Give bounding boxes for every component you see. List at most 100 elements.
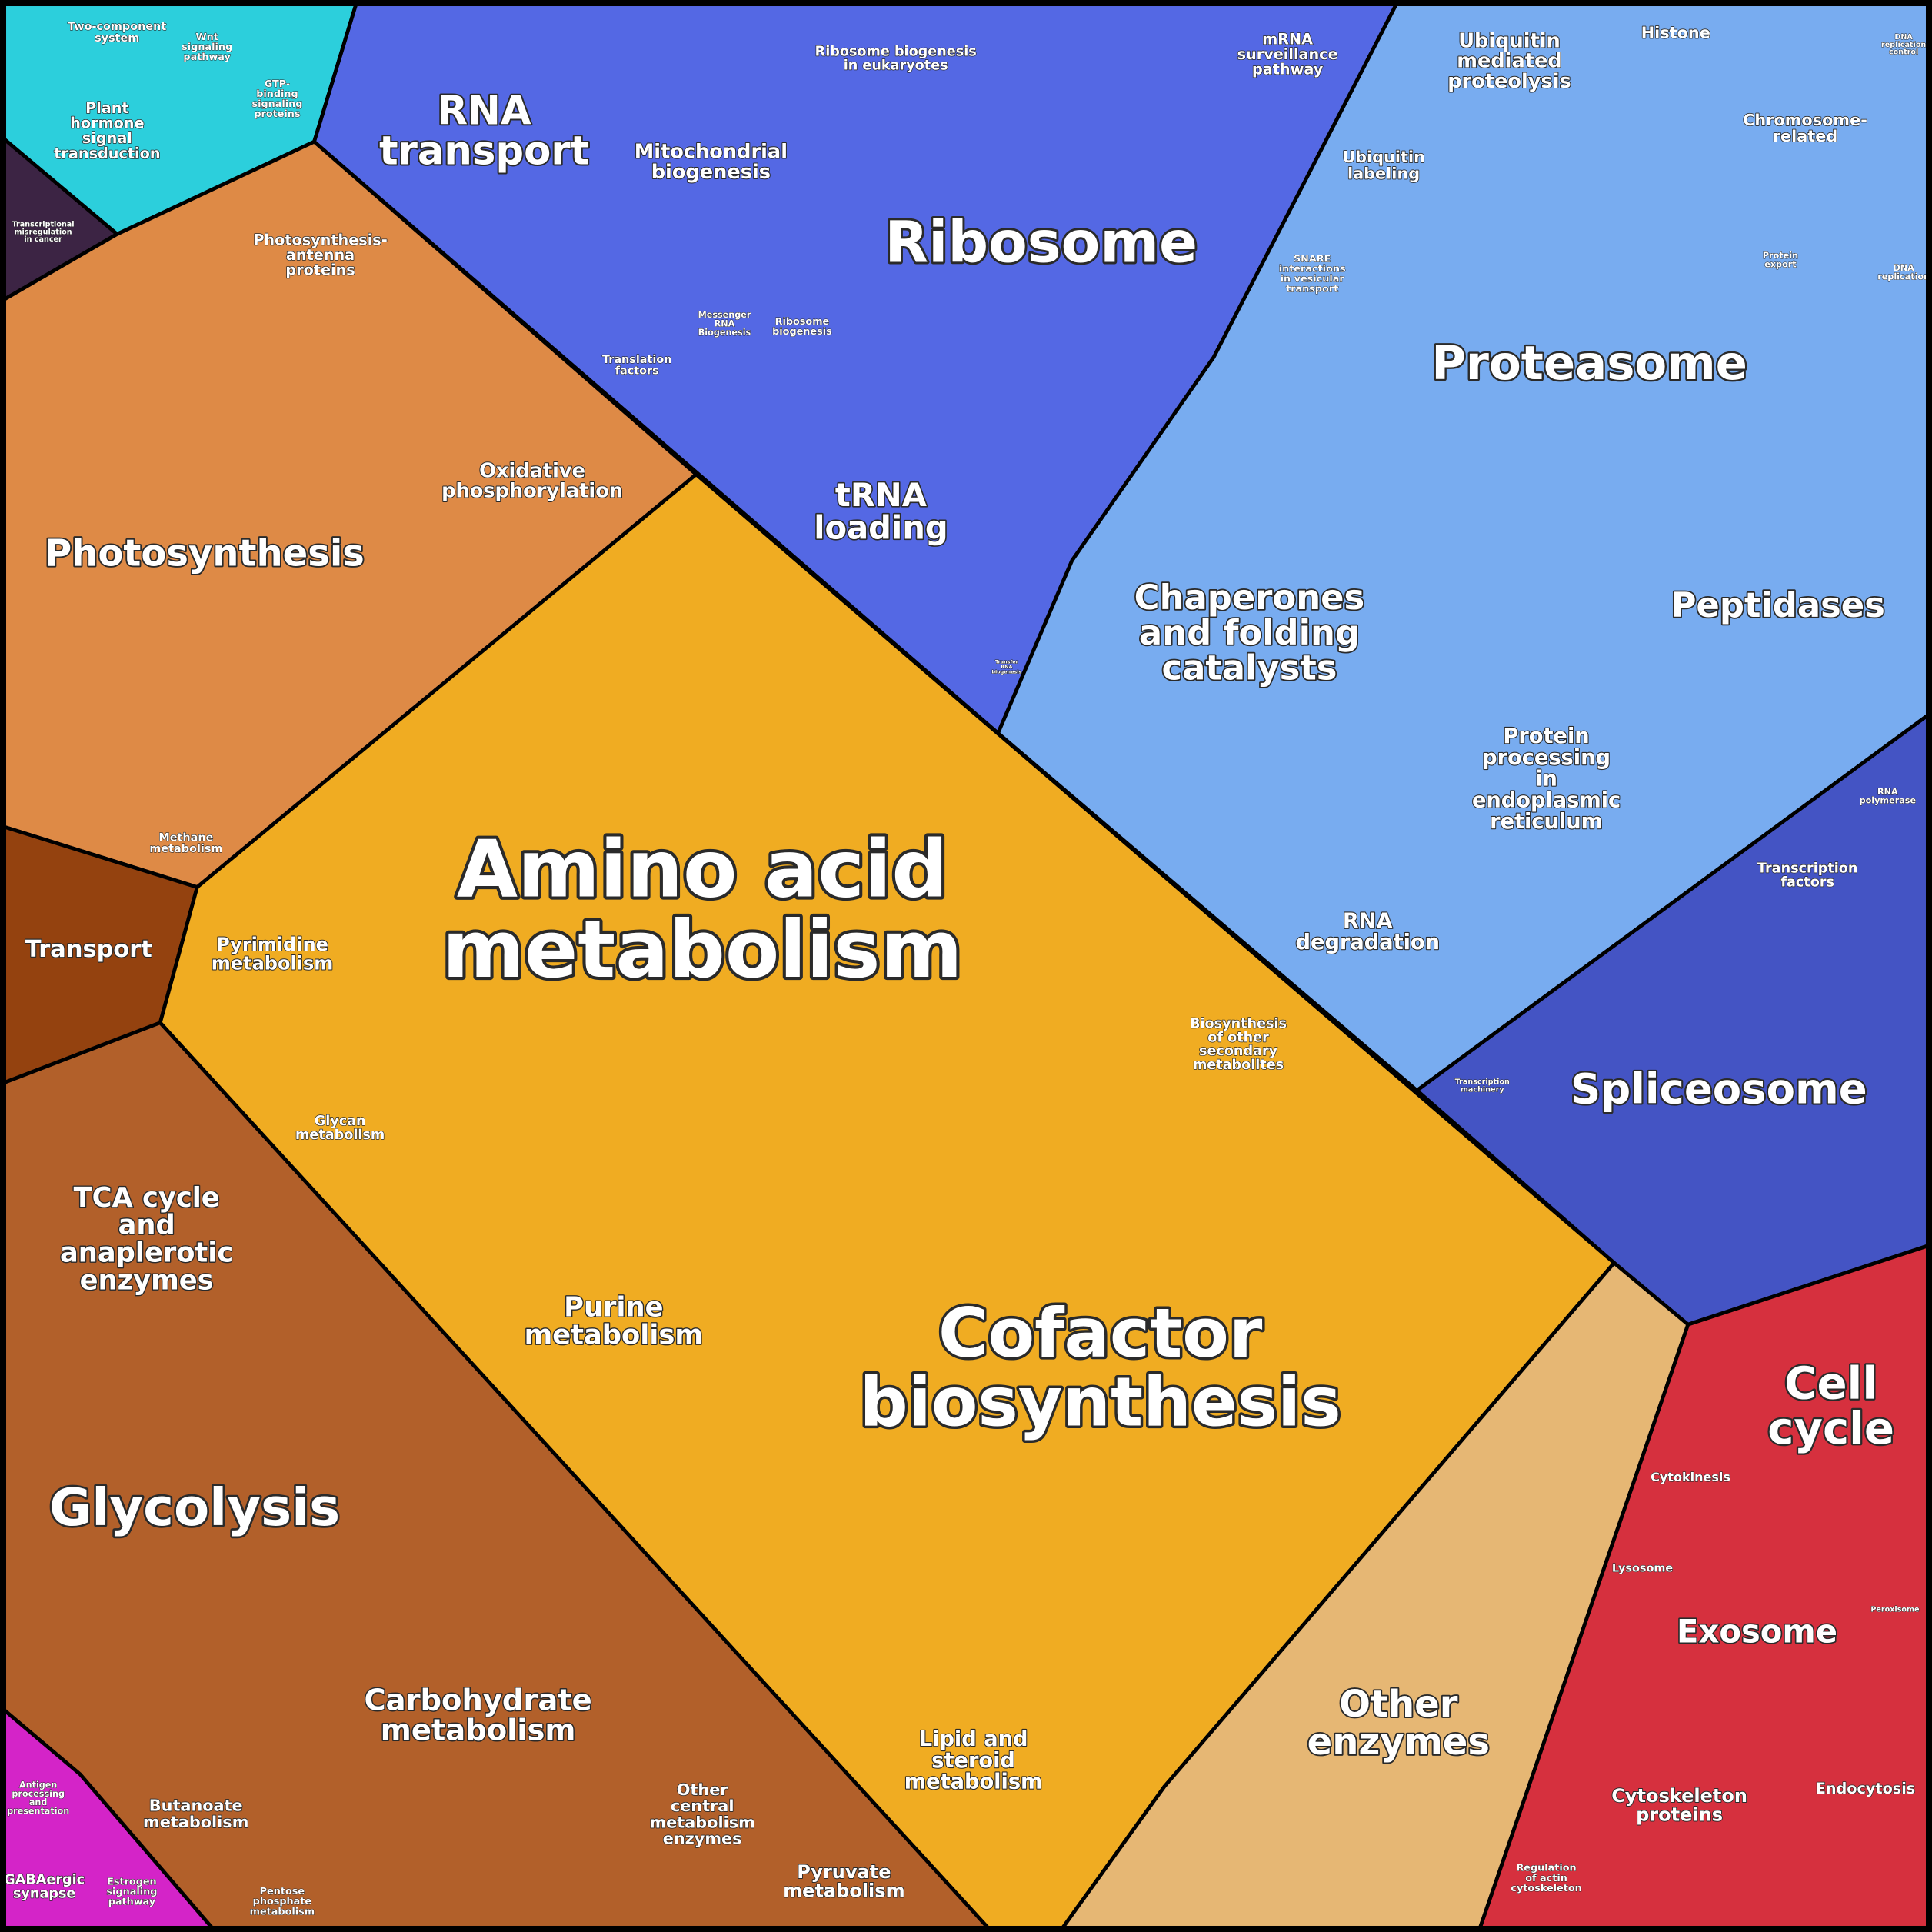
region-label: Glycolysis — [49, 1477, 340, 1537]
label-line: Chaperones — [1134, 577, 1365, 618]
region-label: Transfer RNA biogenesis — [991, 658, 1021, 675]
label-line: signaling — [182, 42, 232, 53]
label-line: Protein — [1503, 724, 1589, 748]
label-line: secondary — [1199, 1044, 1278, 1059]
label-line: DNA — [1894, 33, 1913, 42]
label-line: synapse — [13, 1887, 75, 1902]
label-line: enzymes — [1307, 1720, 1490, 1764]
region-label: Proteasome — [1431, 335, 1747, 390]
label-line: Ribosome biogenesis — [815, 44, 977, 59]
label-line: related — [1773, 127, 1838, 145]
label-line: metabolism — [904, 1770, 1043, 1794]
label-line: RNA — [438, 88, 531, 134]
label-line: Pentose — [260, 1886, 305, 1897]
label-line: Mitochondrial — [635, 141, 788, 164]
label-line: Exosome — [1677, 1612, 1837, 1650]
label-line: DNA — [1893, 263, 1914, 273]
label-line: Methane — [158, 831, 213, 844]
region-label: Methane metabolism — [149, 831, 222, 855]
label-line: reticulum — [1490, 810, 1603, 834]
label-line: antenna — [286, 246, 355, 264]
region-label: Exosome — [1677, 1612, 1837, 1650]
label-line: Transcription — [1757, 861, 1858, 876]
region-label: Ribosome — [884, 210, 1198, 275]
region-label: Butanoate metabolism — [143, 1797, 248, 1831]
region-label: Carbohydrate metabolism — [364, 1683, 591, 1747]
label-line: proteins — [285, 261, 355, 278]
label-line: Ubiquitin — [1342, 148, 1425, 166]
label-line: factors — [1780, 874, 1834, 890]
label-line: Amino acid — [457, 824, 948, 916]
label-line: in — [1535, 767, 1557, 791]
region-label: Photosynthesis — [45, 532, 365, 575]
label-line: Lipid and — [919, 1727, 1028, 1751]
region-label: Spliceosome — [1571, 1064, 1867, 1114]
label-line: Transfer — [995, 658, 1019, 665]
region-label: Purine metabolism — [525, 1291, 704, 1351]
label-line: Photosynthesis- — [253, 231, 387, 248]
label-line: Peptidases — [1671, 585, 1885, 625]
label-line: proteins — [1636, 1804, 1723, 1825]
brown-region — [0, 1021, 994, 1932]
region-label: Endocytosis — [1816, 1780, 1916, 1797]
label-line: enzymes — [663, 1829, 742, 1847]
region-label: Chaperones and folding catalysts — [1134, 577, 1365, 688]
label-line: Cell — [1784, 1357, 1877, 1409]
region-label: SNARE interactions in vesicular transport — [1279, 253, 1346, 295]
label-line: in cancer — [24, 235, 62, 244]
region-label: Glycan metabolism — [295, 1114, 385, 1143]
region-label: Mitochondrial biogenesis — [635, 141, 788, 184]
region-label: DNA replication control — [1881, 33, 1926, 57]
region-label: RNA polymerase — [1860, 787, 1917, 805]
region-label: Lipid and steroid metabolism — [904, 1727, 1043, 1794]
label-line: SNARE — [1294, 253, 1331, 265]
label-line: RNA — [1877, 787, 1898, 797]
label-line: Cytoskeleton — [1611, 1785, 1747, 1807]
label-line: binding — [256, 88, 298, 100]
label-line: misregulation — [15, 228, 72, 236]
label-line: metabolism — [212, 952, 333, 974]
label-line: Carbohydrate — [364, 1683, 591, 1717]
label-line: mediated — [1457, 50, 1561, 73]
label-line: steroid — [931, 1748, 1015, 1772]
label-line: Pyrimidine — [216, 934, 328, 955]
label-line: machinery — [1461, 1085, 1504, 1094]
region-label: Translation factors — [602, 354, 672, 378]
region-label: Two-component system — [68, 21, 166, 45]
region-label: Antigen processing and presentation — [7, 1780, 69, 1816]
region-label: Transport — [25, 936, 152, 963]
label-line: of other — [1208, 1030, 1269, 1045]
region-label: Pyruvate metabolism — [783, 1861, 904, 1902]
label-line: biosynthesis — [860, 1363, 1341, 1442]
label-line: in vesicular — [1281, 273, 1345, 285]
label-line: export — [1764, 260, 1797, 270]
label-line: pathway — [1252, 60, 1324, 78]
region-label: Histone — [1641, 23, 1710, 42]
region-label: Transcription factors — [1757, 861, 1858, 890]
label-line: surveillance — [1237, 45, 1338, 62]
label-line: Other — [1339, 1683, 1458, 1726]
label-line: metabolism — [381, 1713, 576, 1747]
label-line: metabolism — [295, 1128, 385, 1143]
label-line: phosphate — [253, 1896, 312, 1907]
label-line: GTP- — [265, 78, 290, 89]
label-line: metabolites — [1193, 1058, 1284, 1073]
region-label: Ribosome biogenesis in eukaryotes — [815, 44, 977, 73]
region-label: Amino acid metabolism — [442, 824, 962, 997]
label-line: metabolism — [783, 1880, 904, 1902]
label-line: Other — [677, 1780, 729, 1799]
region-label: Plant hormone signal transduction — [54, 98, 160, 162]
label-line: pathway — [108, 1896, 156, 1907]
label-line: signal — [82, 129, 132, 147]
label-line: replication — [1877, 272, 1930, 282]
label-line: proteins — [254, 108, 301, 120]
label-line: Estrogen — [107, 1876, 157, 1887]
label-line: Peroxisome — [1870, 1605, 1920, 1614]
label-line: Ubiquitin — [1458, 29, 1561, 52]
label-line: labeling — [1347, 164, 1420, 182]
label-line: replication — [1881, 41, 1926, 49]
region-label: Protein processing in endoplasmic reticulum — [1472, 724, 1621, 834]
label-line: catalysts — [1161, 648, 1337, 688]
